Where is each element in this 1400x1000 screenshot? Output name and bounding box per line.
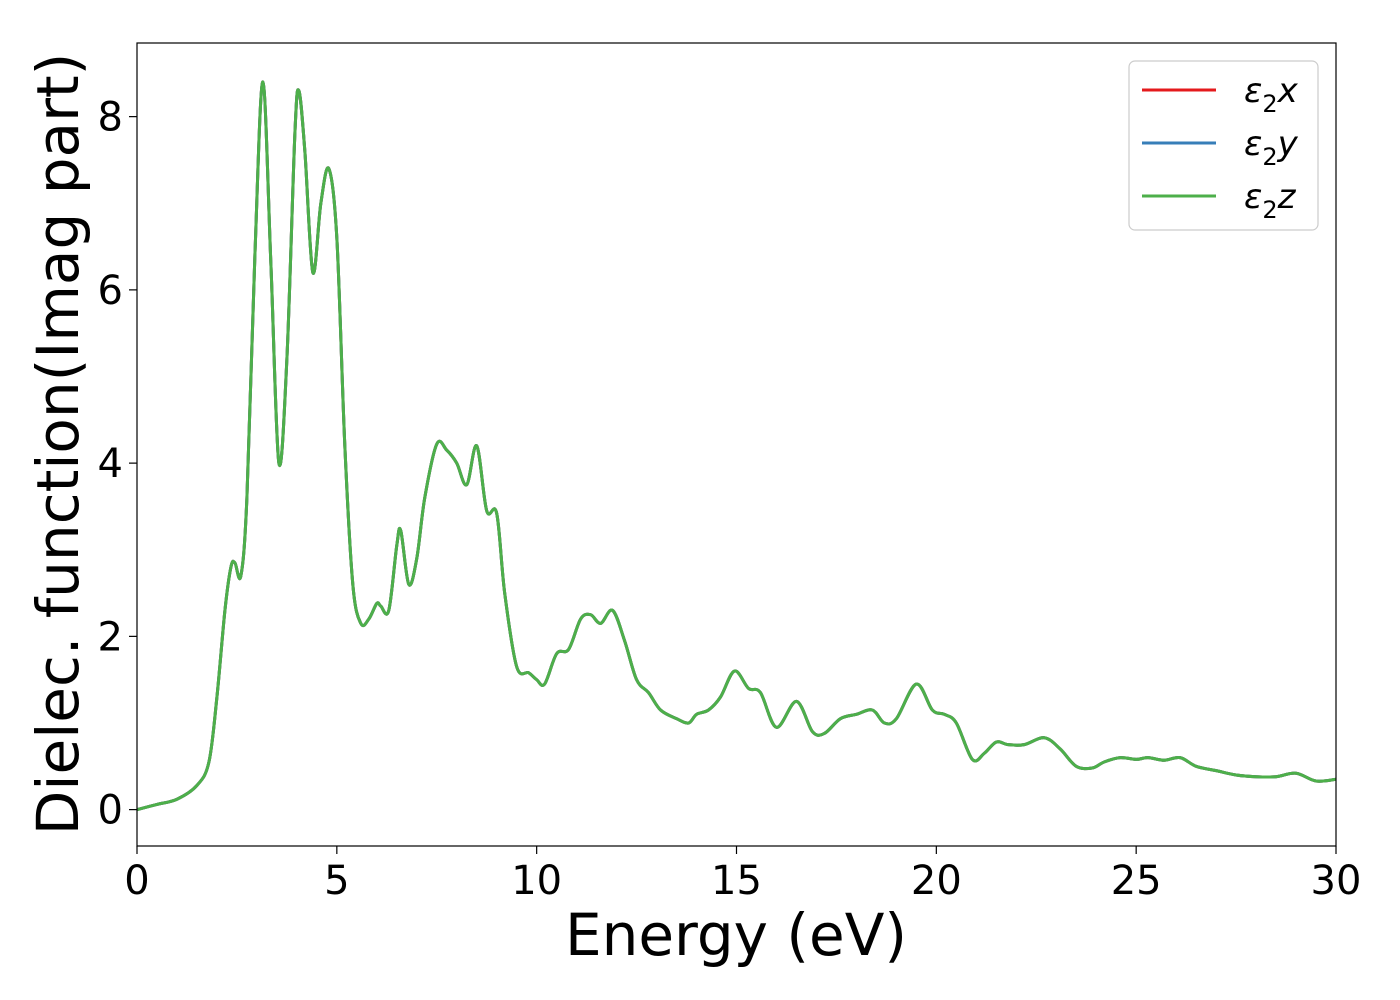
legend-label: ε2x — [1244, 71, 1299, 118]
legend-label: ε2z — [1244, 177, 1297, 224]
x-axis-ticks: 0 5 10 15 20 25 30 — [124, 846, 1361, 904]
x-tick-label: 25 — [1111, 858, 1162, 904]
legend: ε2x ε2y ε2z — [1128, 60, 1319, 231]
y-tick-label: 2 — [98, 614, 123, 660]
y-axis-ticks: 0 2 4 6 8 — [98, 95, 137, 834]
x-tick-label: 20 — [911, 858, 962, 904]
y-tick-label: 6 — [98, 268, 123, 314]
series-layer — [137, 80, 1336, 812]
x-axis-label: Energy (eV) — [565, 901, 907, 969]
x-tick-label: 5 — [324, 858, 349, 904]
series-line-z — [137, 80, 1336, 812]
y-axis-label: Dielec. function(Imag part) — [24, 53, 92, 836]
x-tick-label: 10 — [511, 858, 562, 904]
x-tick-label: 15 — [711, 858, 762, 904]
y-tick-label: 0 — [98, 788, 123, 834]
x-tick-label: 0 — [124, 858, 149, 904]
y-tick-label: 4 — [98, 441, 123, 487]
x-tick-label: 30 — [1311, 858, 1362, 904]
legend-label: ε2y — [1244, 124, 1299, 171]
y-tick-label: 8 — [98, 95, 123, 141]
legend-box — [1128, 60, 1319, 231]
